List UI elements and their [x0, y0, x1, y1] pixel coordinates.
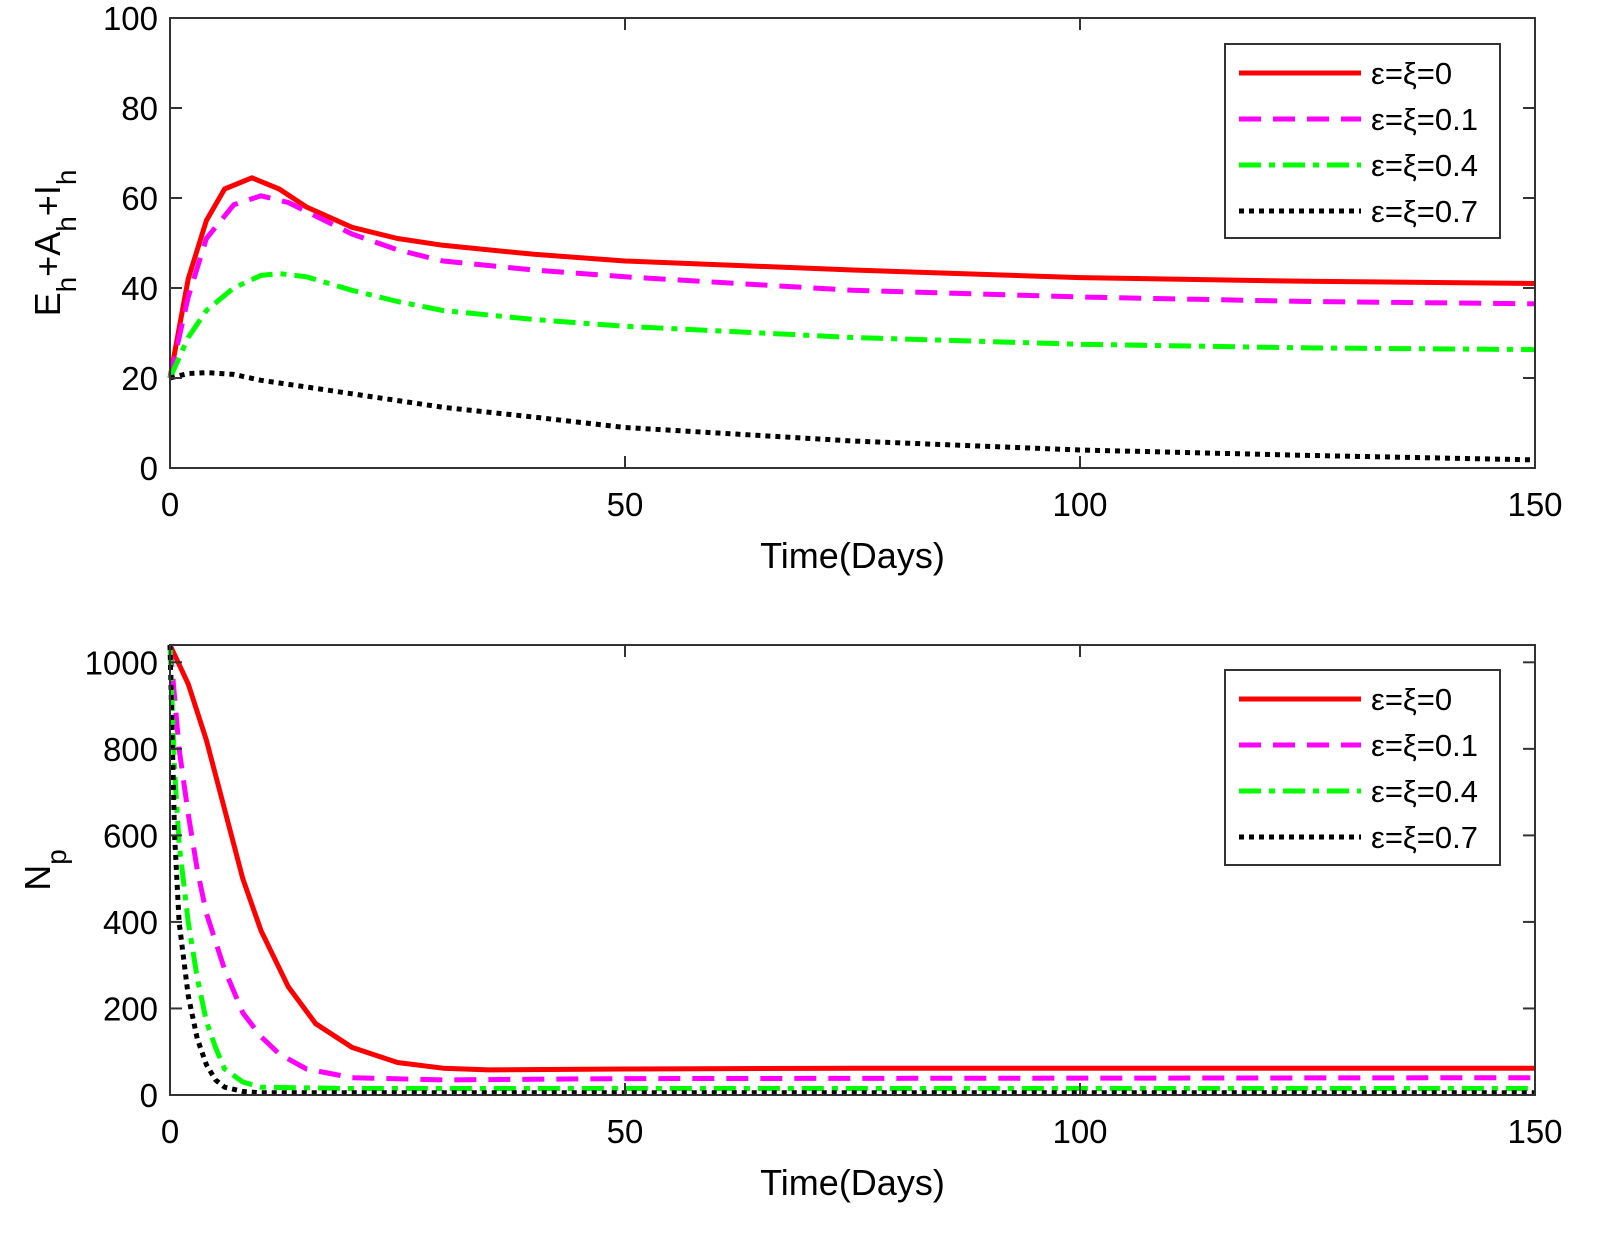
y-tick-label: 20: [121, 360, 158, 397]
legend-box: [1224, 43, 1501, 239]
ylabel-part: +A: [27, 232, 68, 277]
x-tick-label: 150: [1507, 1113, 1562, 1150]
series-line-3: [167, 644, 1535, 1091]
axes-box: [169, 17, 1536, 469]
y-tick-label: 40: [121, 270, 158, 307]
legend-label: ε=ξ=0.1: [1371, 728, 1478, 763]
x-tick-label: 150: [1507, 486, 1562, 523]
x-tick-label: 0: [161, 486, 179, 523]
series-line-2: [167, 644, 1536, 1083]
series-group: [167, 643, 1536, 1096]
y-tick-label: 100: [103, 0, 158, 37]
y-axis-label: Eh+Ah+Ih: [27, 170, 82, 317]
x-tick-label: 50: [607, 486, 644, 523]
y-tick-label: 200: [103, 990, 158, 1027]
axes-box: [169, 644, 1536, 1096]
series-line-3: [167, 271, 1536, 380]
y-tick-label: 80: [121, 90, 158, 127]
legend-label: ε=ξ=0: [1371, 56, 1452, 91]
ylabel-part: N: [17, 865, 58, 891]
y-tick-label: 1000: [85, 644, 158, 681]
y-tick-label: 600: [103, 817, 158, 854]
y-tick-label: 60: [121, 180, 158, 217]
legend-box: [1224, 669, 1501, 866]
ylabel-part: +I: [27, 185, 68, 216]
legend-label: ε=ξ=0.7: [1371, 194, 1478, 229]
x-tick-label: 0: [161, 1113, 179, 1150]
x-tick-label: 50: [607, 1113, 644, 1150]
x-axis-label: Time(Days): [760, 535, 945, 576]
series-line-1: [167, 175, 1536, 379]
legend-label: ε=ξ=0.7: [1371, 820, 1478, 855]
y-tick-label: 800: [103, 731, 158, 768]
legend-label: ε=ξ=0.4: [1371, 774, 1478, 809]
legend: ε=ξ=0 ε=ξ=0.1 ε=ξ=0.4 ε=ξ=0.7: [1224, 43, 1501, 239]
chart-2: 0 50 100 150 0 200 400 600 800 1000 Time(Days) Np ε=…: [17, 643, 1563, 1203]
y-tick-label: 400: [103, 904, 158, 941]
y-tick-label: 0: [140, 1077, 158, 1114]
chart-1: 0 50 100 150020406080100Time(Days)Eh+Ah+Ihε…: [27, 0, 1563, 576]
x-tick-label: 100: [1052, 486, 1107, 523]
ylabel-subscript: p: [41, 849, 72, 865]
series-line-4: [169, 370, 1536, 463]
series-line-1: [167, 643, 1535, 1073]
x-tick-label: 100: [1052, 1113, 1107, 1150]
y-axis-label: Np: [17, 849, 72, 891]
ylabel-subscript: h: [51, 277, 82, 293]
ylabel-subscript: h: [51, 170, 82, 186]
series-group: [167, 175, 1536, 463]
series-line-2: [167, 193, 1536, 379]
x-axis-label: Time(Days): [760, 1162, 945, 1203]
legend-label: ε=ξ=0.1: [1371, 102, 1478, 137]
legend-label: ε=ξ=0: [1371, 682, 1452, 717]
ylabel-subscript: h: [51, 216, 82, 232]
y-tick-label: 0: [140, 450, 158, 487]
series-line-4: [167, 644, 1535, 1096]
legend-label: ε=ξ=0.4: [1371, 148, 1478, 183]
ylabel-part: E: [27, 292, 68, 316]
legend: ε=ξ=0 ε=ξ=0.1 ε=ξ=0.4 ε=ξ=0.7: [1224, 669, 1501, 866]
